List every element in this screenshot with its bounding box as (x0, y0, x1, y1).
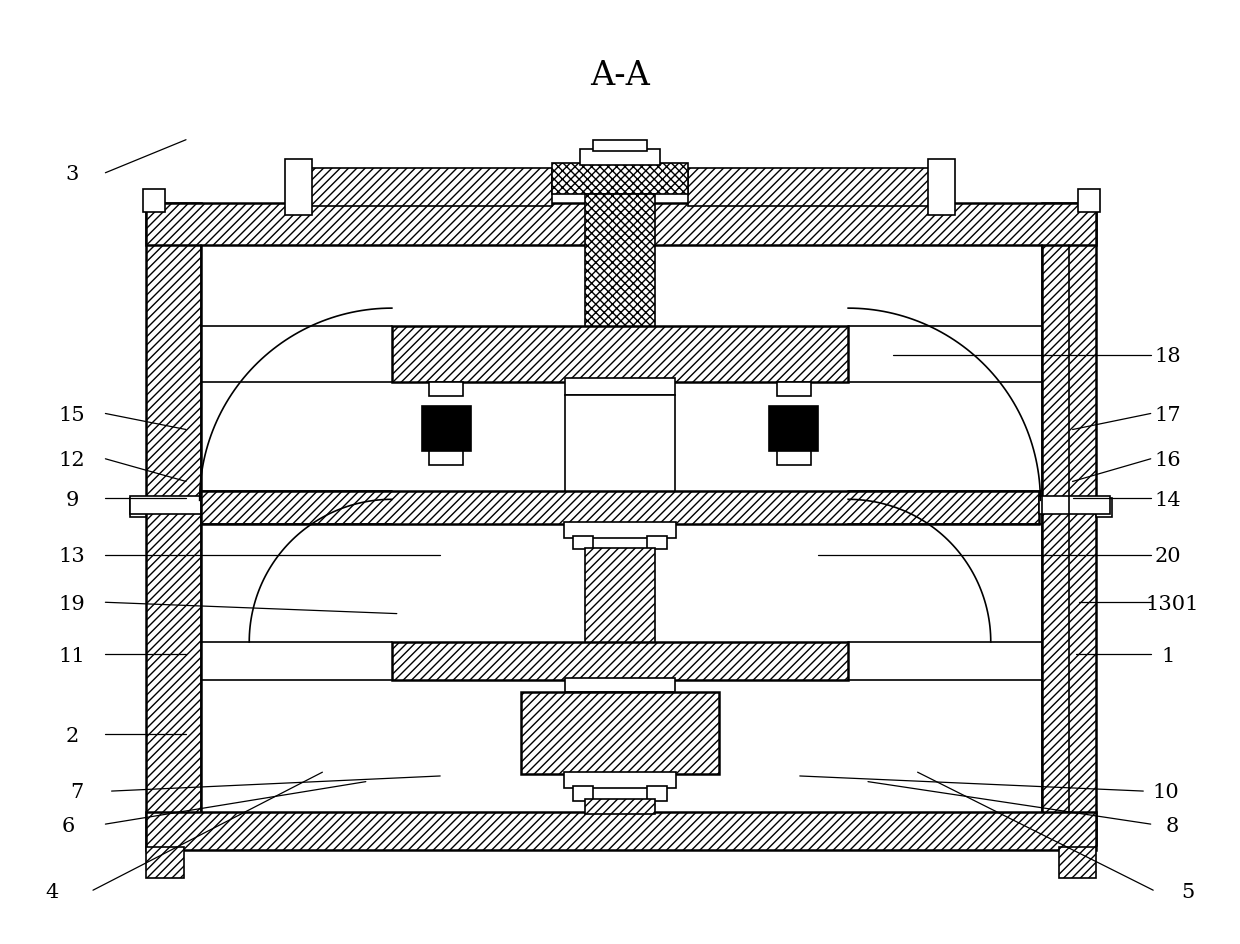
Bar (146, 203, 1096, 245)
Bar (585, 799, 655, 814)
Bar (146, 203, 201, 845)
Bar (201, 491, 1039, 524)
Text: 11: 11 (58, 647, 86, 666)
Bar (688, 168, 945, 206)
Bar (429, 382, 463, 396)
Bar (647, 536, 667, 549)
Bar (146, 812, 1096, 850)
Bar (1078, 189, 1100, 212)
Bar (585, 194, 655, 329)
Text: 14: 14 (1154, 491, 1182, 510)
Bar (1039, 496, 1110, 514)
Text: 17: 17 (1154, 406, 1182, 425)
Text: 19: 19 (58, 595, 86, 614)
Bar (392, 642, 848, 680)
Bar (552, 163, 688, 194)
Bar (429, 450, 463, 465)
Text: 7: 7 (71, 784, 83, 802)
Bar (647, 786, 667, 801)
Bar (928, 159, 955, 215)
Bar (143, 189, 165, 212)
Bar (1042, 203, 1096, 845)
Bar (564, 772, 676, 788)
Text: 16: 16 (1154, 451, 1182, 470)
Bar (593, 140, 647, 151)
Text: 5: 5 (1182, 883, 1194, 902)
Bar (295, 168, 552, 206)
Bar (392, 326, 848, 382)
Bar (573, 536, 593, 549)
Bar (130, 498, 146, 517)
Bar (565, 378, 675, 395)
Bar (1059, 847, 1096, 878)
Bar (580, 149, 660, 165)
Bar (585, 548, 655, 647)
Text: 13: 13 (58, 548, 86, 566)
Text: 10: 10 (1152, 784, 1179, 802)
Bar (777, 382, 811, 396)
Text: 6: 6 (62, 817, 74, 835)
Text: 15: 15 (58, 406, 86, 425)
Bar (565, 678, 675, 692)
Text: 12: 12 (58, 451, 86, 470)
Text: 4: 4 (46, 883, 58, 902)
Text: 2: 2 (66, 727, 78, 746)
Bar (777, 450, 811, 465)
Bar (1096, 498, 1112, 517)
Bar (769, 406, 818, 451)
Text: 9: 9 (66, 491, 78, 510)
Text: 3: 3 (66, 165, 78, 184)
Text: 20: 20 (1154, 548, 1182, 566)
Bar (146, 847, 184, 878)
Text: 1301: 1301 (1145, 595, 1199, 614)
Text: A-A: A-A (590, 59, 650, 92)
Bar (521, 692, 719, 774)
Text: 8: 8 (1166, 817, 1178, 835)
Bar (564, 522, 676, 538)
Bar (285, 159, 312, 215)
Bar (130, 496, 201, 514)
Bar (573, 786, 593, 801)
Text: 1: 1 (1162, 647, 1174, 666)
Bar (565, 395, 675, 505)
Text: 18: 18 (1154, 347, 1182, 366)
Bar (422, 406, 471, 451)
